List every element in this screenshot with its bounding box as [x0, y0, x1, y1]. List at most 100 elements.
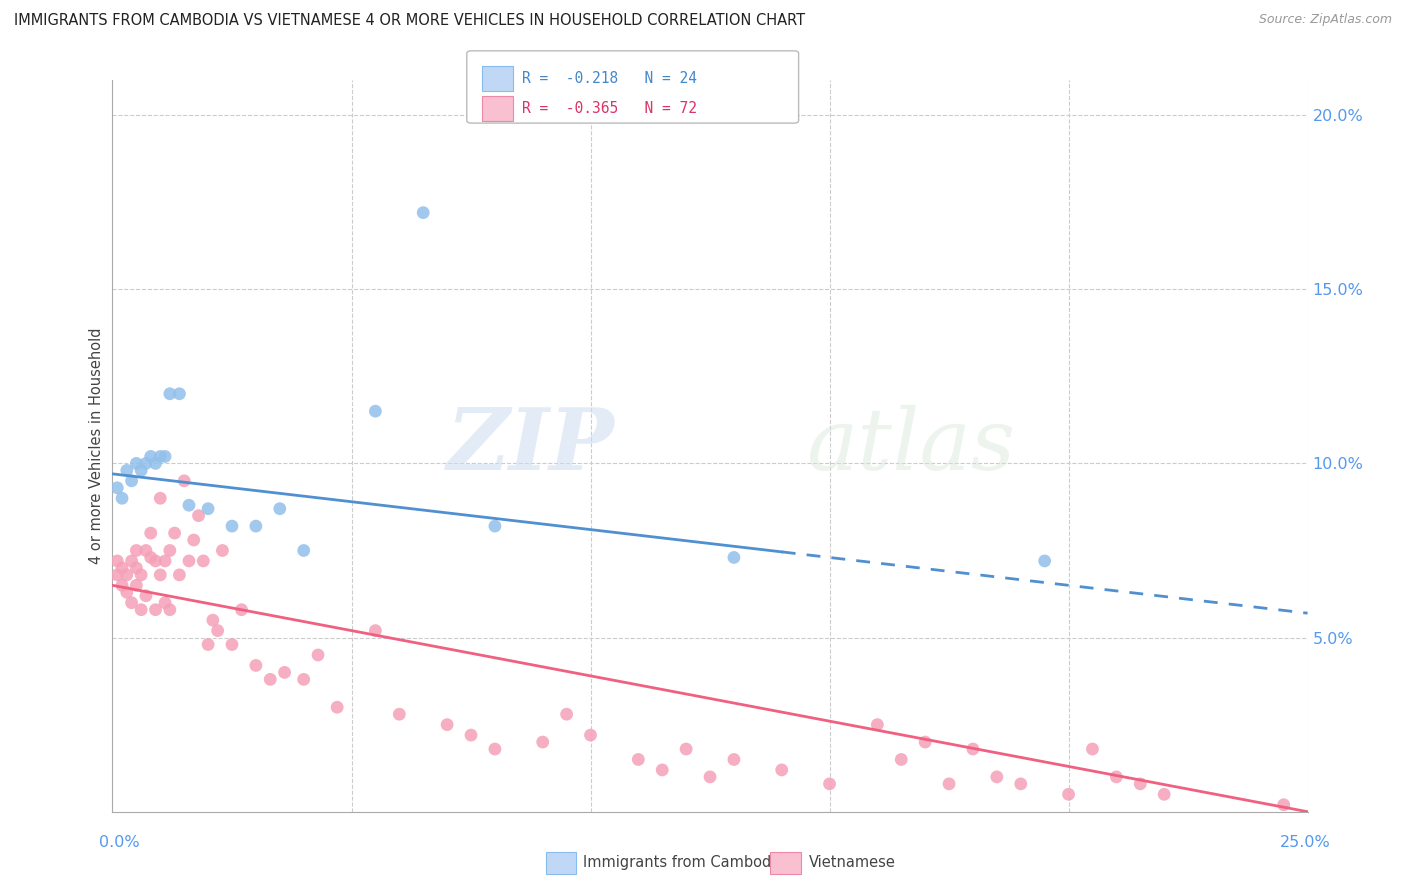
- Point: [139, 526, 162, 541]
- Point: [135, 457, 157, 471]
- Point: [173, 474, 195, 488]
- Point: [1010, 777, 1032, 791]
- Point: [292, 673, 315, 687]
- Point: [412, 205, 434, 219]
- Text: 25.0%: 25.0%: [1279, 836, 1330, 850]
- Point: [1272, 797, 1295, 812]
- Point: [145, 457, 167, 471]
- Point: [1057, 787, 1080, 801]
- Text: 0.0%: 0.0%: [100, 836, 139, 850]
- Point: [364, 404, 387, 418]
- Point: [197, 638, 219, 652]
- Point: [1033, 554, 1056, 568]
- Point: [307, 648, 329, 662]
- Point: [211, 543, 233, 558]
- Point: [135, 589, 157, 603]
- Point: [460, 728, 482, 742]
- Point: [962, 742, 984, 756]
- Point: [163, 526, 186, 541]
- Point: [153, 450, 176, 464]
- Point: [245, 658, 267, 673]
- Point: [121, 474, 143, 488]
- Point: [145, 554, 167, 568]
- Point: [555, 707, 578, 722]
- Point: [149, 567, 172, 582]
- Point: [986, 770, 1008, 784]
- Text: R =  -0.218   N = 24: R = -0.218 N = 24: [522, 71, 696, 87]
- Point: [159, 543, 181, 558]
- Point: [135, 543, 157, 558]
- Point: [139, 550, 162, 565]
- Y-axis label: 4 or more Vehicles in Household: 4 or more Vehicles in Household: [89, 327, 104, 565]
- Point: [723, 550, 745, 565]
- Point: [914, 735, 936, 749]
- Point: [326, 700, 349, 714]
- Point: [231, 603, 253, 617]
- Point: [269, 501, 291, 516]
- Point: [675, 742, 697, 756]
- Point: [159, 603, 181, 617]
- Point: [1153, 787, 1175, 801]
- Point: [723, 752, 745, 766]
- Point: [125, 543, 148, 558]
- Point: [938, 777, 960, 791]
- Point: [818, 777, 841, 791]
- Point: [1129, 777, 1152, 791]
- Point: [177, 498, 200, 512]
- Point: [1081, 742, 1104, 756]
- Point: [105, 481, 128, 495]
- Point: [651, 763, 673, 777]
- Point: [153, 554, 176, 568]
- Point: [111, 491, 134, 506]
- Point: [125, 561, 148, 575]
- Point: [245, 519, 267, 533]
- Point: [197, 501, 219, 516]
- Point: [183, 533, 205, 547]
- Point: [169, 386, 191, 401]
- Point: [890, 752, 912, 766]
- Point: [105, 567, 128, 582]
- Point: [129, 567, 152, 582]
- Point: [105, 554, 128, 568]
- Text: ZIP: ZIP: [447, 404, 614, 488]
- Point: [159, 386, 181, 401]
- Point: [364, 624, 387, 638]
- Point: [115, 585, 138, 599]
- Point: [484, 519, 506, 533]
- Text: Immigrants from Cambodia: Immigrants from Cambodia: [583, 855, 785, 870]
- Point: [531, 735, 554, 749]
- Point: [627, 752, 650, 766]
- Point: [125, 457, 148, 471]
- Text: R =  -0.365   N = 72: R = -0.365 N = 72: [522, 101, 696, 116]
- Point: [129, 603, 152, 617]
- Point: [121, 596, 143, 610]
- Point: [115, 567, 138, 582]
- Point: [129, 463, 152, 477]
- Point: [221, 638, 243, 652]
- Point: [149, 450, 172, 464]
- Point: [145, 603, 167, 617]
- Point: [207, 624, 229, 638]
- Text: IMMIGRANTS FROM CAMBODIA VS VIETNAMESE 4 OR MORE VEHICLES IN HOUSEHOLD CORRELATI: IMMIGRANTS FROM CAMBODIA VS VIETNAMESE 4…: [14, 13, 806, 29]
- Point: [111, 578, 134, 592]
- Point: [193, 554, 215, 568]
- Point: [1105, 770, 1128, 784]
- Point: [273, 665, 295, 680]
- Point: [484, 742, 506, 756]
- Point: [201, 613, 224, 627]
- Point: [121, 554, 143, 568]
- Point: [111, 561, 134, 575]
- Point: [115, 463, 138, 477]
- Point: [221, 519, 243, 533]
- Point: [169, 567, 191, 582]
- Point: [292, 543, 315, 558]
- Point: [579, 728, 602, 742]
- Point: [177, 554, 200, 568]
- Point: [388, 707, 411, 722]
- Point: [436, 717, 458, 731]
- Text: atlas: atlas: [806, 405, 1015, 487]
- Point: [866, 717, 889, 731]
- Text: Source: ZipAtlas.com: Source: ZipAtlas.com: [1258, 13, 1392, 27]
- Point: [153, 596, 176, 610]
- Point: [187, 508, 209, 523]
